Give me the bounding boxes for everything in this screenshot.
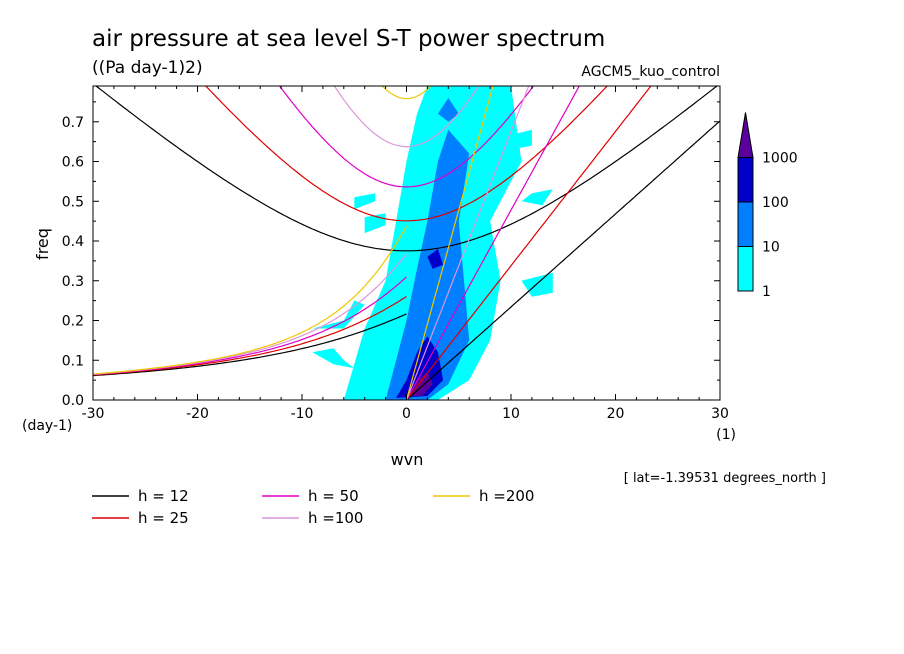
curve-mrg-4	[93, 225, 408, 375]
y-tick-label-7: 0.7	[62, 115, 84, 131]
x-tick-label-1: -20	[186, 406, 209, 422]
curve-eig-2	[278, 86, 535, 188]
power-region-8	[521, 189, 553, 206]
power-region-12	[427, 249, 444, 269]
power-region-7	[354, 193, 376, 210]
y-tick-label-1: 0.1	[62, 353, 84, 369]
curve-kelvin-0	[406, 120, 720, 400]
curve-kelvin-2	[405, 86, 580, 400]
curve-eig-4	[381, 86, 432, 100]
x-tick-label-5: 20	[607, 406, 625, 422]
legend-label-2: h = 50	[308, 487, 359, 505]
chart-subtitle: ((Pa day-1)2)	[92, 58, 203, 78]
x-axis: -30 -20 -10 0 10 20 30	[82, 86, 729, 422]
curve-kelvin-4	[405, 86, 494, 400]
power-region-9	[385, 129, 470, 400]
curve-mrg-0	[93, 313, 407, 377]
colorbar-label-2: 100	[762, 195, 789, 211]
colorbar: 1 10 100 1000	[737, 112, 798, 300]
y-axis: 0.0 0.1 0.2 0.3 0.4 0.5 0.6 0.7	[62, 101, 720, 409]
curve-mrg-1	[93, 295, 407, 376]
x-tick-label-2: -10	[291, 406, 314, 422]
latitude-footnote: [ lat=-1.39531 degrees_north ]	[624, 471, 826, 486]
legend-label-4: h =200	[479, 487, 534, 505]
y-unit-label: (day-1)	[22, 418, 72, 434]
colorbar-label-1: 10	[762, 240, 780, 256]
legend-label-3: h =100	[308, 509, 363, 527]
y-tick-label-0: 0.0	[62, 393, 84, 409]
x-tick-label-4: 10	[502, 406, 520, 422]
curve-eig-3	[333, 86, 480, 148]
colorbar-arrow	[737, 112, 754, 158]
colorbar-segment-0	[737, 246, 754, 292]
power-region-6	[500, 129, 532, 150]
y-axis-label: freq	[33, 228, 52, 260]
power-region-10	[437, 97, 459, 122]
y-tick-label-5: 0.5	[62, 194, 84, 210]
legend-label-0: h = 12	[138, 487, 189, 505]
run-label: AGCM5_kuo_control	[581, 64, 720, 80]
curve-kelvin-1	[406, 86, 652, 400]
chart-title: air pressure at sea level S-T power spec…	[92, 26, 605, 52]
y-tick-label-3: 0.3	[62, 274, 84, 290]
colorbar-segment-1	[737, 201, 754, 247]
y-tick-label-4: 0.4	[62, 234, 84, 250]
x-axis-label: wvn	[391, 450, 424, 469]
x-tick-label-0: -30	[82, 406, 105, 422]
power-region-2	[312, 348, 355, 369]
y-tick-label-6: 0.6	[62, 155, 84, 171]
curve-eig-0	[95, 86, 718, 252]
power-region-1	[369, 372, 386, 389]
x-tick-label-3: 0	[402, 406, 411, 422]
legend-label-1: h = 25	[138, 509, 189, 527]
colorbar-segment-2	[737, 157, 754, 203]
curve-eig-1	[204, 86, 609, 222]
legend: h = 12 h = 25 h = 50 h =100 h =200	[92, 487, 534, 527]
x-tick-label-6: 30	[711, 406, 729, 422]
colorbar-label-3: 1000	[762, 151, 798, 167]
x-unit-label: (1)	[716, 427, 736, 443]
colorbar-label-0: 1	[762, 284, 771, 300]
dispersion-curves	[93, 86, 720, 400]
curve-kelvin-3	[405, 86, 530, 400]
y-tick-label-2: 0.2	[62, 314, 84, 330]
